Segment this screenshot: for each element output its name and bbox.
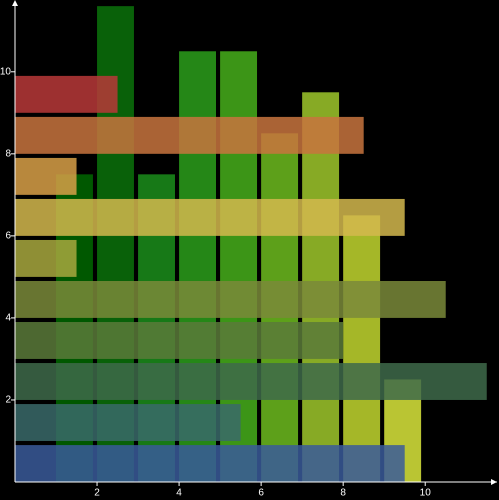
- bar: [343, 215, 381, 483]
- x-tick-label: 10: [420, 488, 432, 499]
- bar: [15, 280, 446, 318]
- y-tick-label: 2: [5, 395, 11, 406]
- x-tick-label: 2: [94, 488, 100, 499]
- bar: [15, 363, 487, 400]
- bar: [15, 404, 241, 441]
- bar: [15, 322, 344, 359]
- bar: [15, 198, 405, 236]
- x-tick-label: 4: [176, 488, 182, 499]
- x-tick-label: 6: [258, 488, 264, 499]
- y-arrow: [12, 0, 18, 6]
- bar: [15, 445, 405, 482]
- bar: [15, 75, 118, 113]
- bar: [15, 157, 77, 195]
- y-tick-label: 6: [5, 231, 11, 242]
- bar: [15, 116, 364, 154]
- bar: [15, 239, 77, 277]
- y-tick-label: 8: [5, 148, 11, 159]
- x-tick-label: 8: [340, 488, 346, 499]
- y-tick-label: 4: [5, 313, 11, 324]
- x-arrow: [491, 479, 497, 485]
- y-tick-label: 10: [0, 66, 11, 77]
